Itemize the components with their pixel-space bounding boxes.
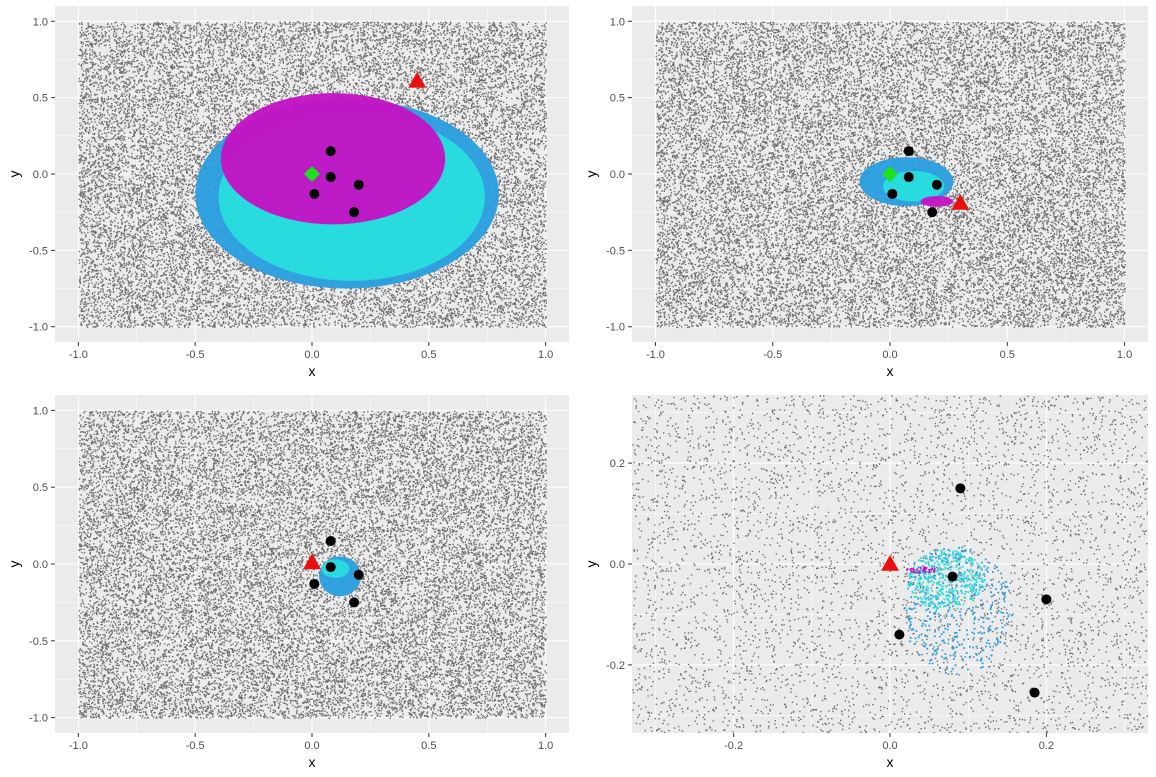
y-tick-label: 0.5: [33, 93, 48, 105]
region-middle_region: [882, 170, 944, 202]
x-axis-title: x: [309, 754, 316, 770]
panel-1: -1.0 -0.5 0.0 0.5 1.0 -1.0 -0.5 0.0 0.5 1.0 x y: [6, 6, 569, 379]
x-tick-label: -0.5: [186, 740, 205, 752]
x-tick-label: -1.0: [646, 349, 665, 361]
diamond-marker: [304, 166, 320, 182]
y-tick-label: -0.5: [29, 245, 48, 257]
data-point: [325, 562, 336, 573]
data-point: [903, 146, 914, 157]
panel-2: -1.0 -0.5 0.0 0.5 1.0 -1.0 -0.5 0.0 0.5 1.0 x y: [583, 6, 1148, 379]
axes: -1.0 -0.5 0.0 0.5 1.0 -1.0 -0.5 0.0 0.5 1.0: [606, 16, 1132, 361]
x-tick-label: -1.0: [69, 349, 88, 361]
y-axis-title: y: [583, 561, 599, 568]
y-tick-label: 0.0: [610, 559, 625, 571]
x-axis-title: x: [887, 754, 894, 770]
diamond-marker: [882, 166, 898, 182]
data-point: [349, 207, 360, 218]
triangle-marker: [881, 555, 899, 571]
y-tick-label: 0.0: [33, 559, 48, 571]
y-tick-label: -0.5: [606, 245, 625, 257]
x-tick-label: 0.2: [1039, 740, 1054, 752]
x-tick-label: 1.0: [538, 740, 553, 752]
y-axis-title: y: [583, 171, 599, 178]
y-axis-title: y: [6, 171, 22, 178]
data-point: [927, 207, 938, 218]
data-point: [894, 629, 905, 640]
axes: -1.0 -0.5 0.0 0.5 1.0 -1.0 -0.5 0.0 0.5 1.0: [29, 405, 553, 752]
region-inner_region: [906, 566, 936, 574]
y-tick-label: -1.0: [29, 713, 48, 725]
region-middle_region: [907, 549, 986, 611]
x-tick-label: 0.0: [304, 740, 319, 752]
data-point: [349, 597, 360, 608]
data-point: [1029, 687, 1040, 698]
y-tick-label: 1.0: [33, 16, 48, 28]
background-points: [655, 21, 1126, 329]
y-tick-label: 0.0: [33, 169, 48, 181]
x-tick-label: 0.5: [1000, 349, 1015, 361]
y-tick-label: 0.5: [610, 93, 625, 105]
x-axis-title: x: [887, 363, 894, 379]
x-tick-label: -0.5: [186, 349, 205, 361]
y-tick-label: 0.5: [33, 482, 48, 494]
data-point: [955, 483, 966, 494]
data-point: [353, 179, 364, 190]
y-tick-label: -0.5: [29, 636, 48, 648]
y-axis-title: y: [6, 561, 22, 568]
axes: -0.2 0.0 0.2 -0.2 0.0 0.2: [606, 458, 1054, 752]
data-point: [353, 569, 364, 580]
y-tick-label: -1.0: [606, 322, 625, 334]
data-point: [903, 172, 914, 183]
data-point: [931, 179, 942, 190]
y-tick-label: 1.0: [610, 16, 625, 28]
x-tick-label: -0.5: [763, 349, 782, 361]
y-tick-label: 0.0: [610, 169, 625, 181]
data-point: [325, 172, 336, 183]
region-outer_region: [904, 546, 1013, 675]
data-point: [309, 188, 320, 199]
y-tick-label: 1.0: [33, 405, 48, 417]
region-inner_region: [220, 93, 446, 225]
background-points: [78, 410, 548, 719]
colored-regions: [859, 157, 954, 207]
data-point: [947, 571, 958, 582]
data-points: [894, 483, 1052, 698]
x-tick-label: 0.0: [304, 349, 319, 361]
data-points: [887, 146, 942, 218]
panel-4: -0.2 0.0 0.2 -0.2 0.0 0.2 x y: [583, 395, 1148, 770]
x-tick-label: 0.5: [421, 349, 436, 361]
colored-regions: [195, 93, 499, 289]
y-tick-label: 0.2: [610, 458, 625, 470]
x-tick-label: 0.0: [882, 349, 897, 361]
x-tick-label: -0.2: [724, 740, 743, 752]
x-tick-label: 1.0: [538, 349, 553, 361]
y-tick-label: -1.0: [29, 322, 48, 334]
colored-regions: [904, 546, 1013, 675]
data-point: [1041, 594, 1052, 605]
x-tick-label: 0.5: [421, 740, 436, 752]
x-tick-label: 0.0: [882, 740, 897, 752]
x-axis-title: x: [309, 363, 316, 379]
triangle-marker: [951, 194, 970, 210]
x-tick-label: -1.0: [69, 740, 88, 752]
background-points: [632, 395, 1148, 733]
data-point: [325, 535, 336, 546]
axes: -1.0 -0.5 0.0 0.5 1.0 -1.0 -0.5 0.0 0.5 1.0: [29, 16, 553, 361]
data-point: [887, 188, 898, 199]
data-point: [309, 578, 320, 589]
triangle-marker: [408, 71, 427, 88]
data-point: [325, 146, 336, 157]
data-points: [309, 146, 364, 218]
panel-3: -1.0 -0.5 0.0 0.5 1.0 -1.0 -0.5 0.0 0.5 1.0 x y: [6, 395, 569, 770]
y-tick-label: -0.2: [606, 660, 625, 672]
data-points: [309, 535, 364, 608]
triangle-marker: [303, 553, 321, 570]
region-inner_region: [920, 196, 954, 207]
x-tick-label: 1.0: [1117, 349, 1132, 361]
